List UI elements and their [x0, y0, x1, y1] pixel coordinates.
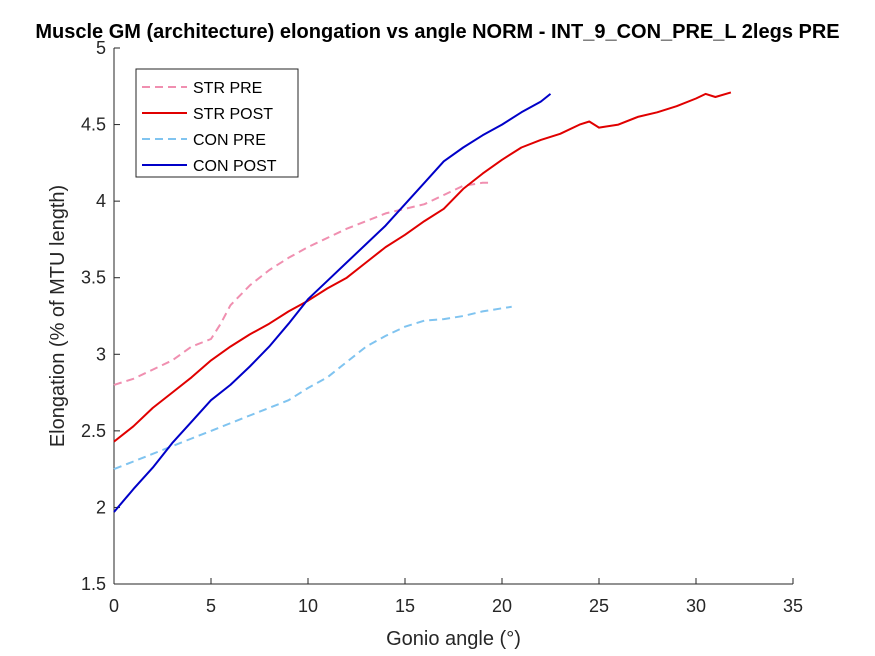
legend-label-con-post: CON POST: [193, 158, 277, 175]
x-tick-label: 0: [109, 596, 119, 616]
x-tick-label: 25: [589, 596, 609, 616]
series-line-con-pre: [113, 305, 512, 471]
x-tick-label: 20: [492, 596, 512, 616]
x-tick-label: 15: [395, 596, 415, 616]
y-tick-label: 2.5: [81, 421, 106, 441]
y-tick-label: 4: [96, 191, 106, 211]
y-ticks: 1.5 2 2.5 3 3.5 4 4.5 5: [81, 38, 120, 594]
legend-label-str-post: STR POST: [193, 106, 273, 123]
series-line-str-post: [113, 91, 732, 443]
y-tick-label: 2: [96, 497, 106, 517]
x-axis-title: Gonio angle (°): [386, 628, 521, 650]
legend: STR PRE STR POST CON PRE CON POST: [135, 68, 299, 178]
y-tick-label: 3: [96, 344, 106, 364]
y-tick-label: 5: [96, 38, 106, 58]
x-tick-label: 35: [783, 596, 803, 616]
chart-title: Muscle GM (architecture) elongation vs a…: [35, 21, 839, 43]
x-tick-label: 10: [298, 596, 318, 616]
series-group: [113, 91, 732, 513]
y-tick-label: 1.5: [81, 574, 106, 594]
legend-label-str-pre: STR PRE: [193, 80, 262, 97]
series-line-con-post: [113, 93, 552, 513]
legend-items: STR PRE STR POST CON PRE CON POST: [142, 80, 277, 175]
y-tick-label: 4.5: [81, 115, 106, 135]
x-ticks: 0 5 10 15 20 25 30 35: [109, 578, 803, 616]
legend-label-con-pre: CON PRE: [193, 132, 266, 149]
y-tick-label: 3.5: [81, 268, 106, 288]
y-axis-title: Elongation (% of MTU length): [47, 185, 69, 447]
x-tick-label: 5: [206, 596, 216, 616]
x-tick-label: 30: [686, 596, 706, 616]
series-line-str-pre: [113, 181, 493, 386]
axes: [113, 48, 793, 585]
